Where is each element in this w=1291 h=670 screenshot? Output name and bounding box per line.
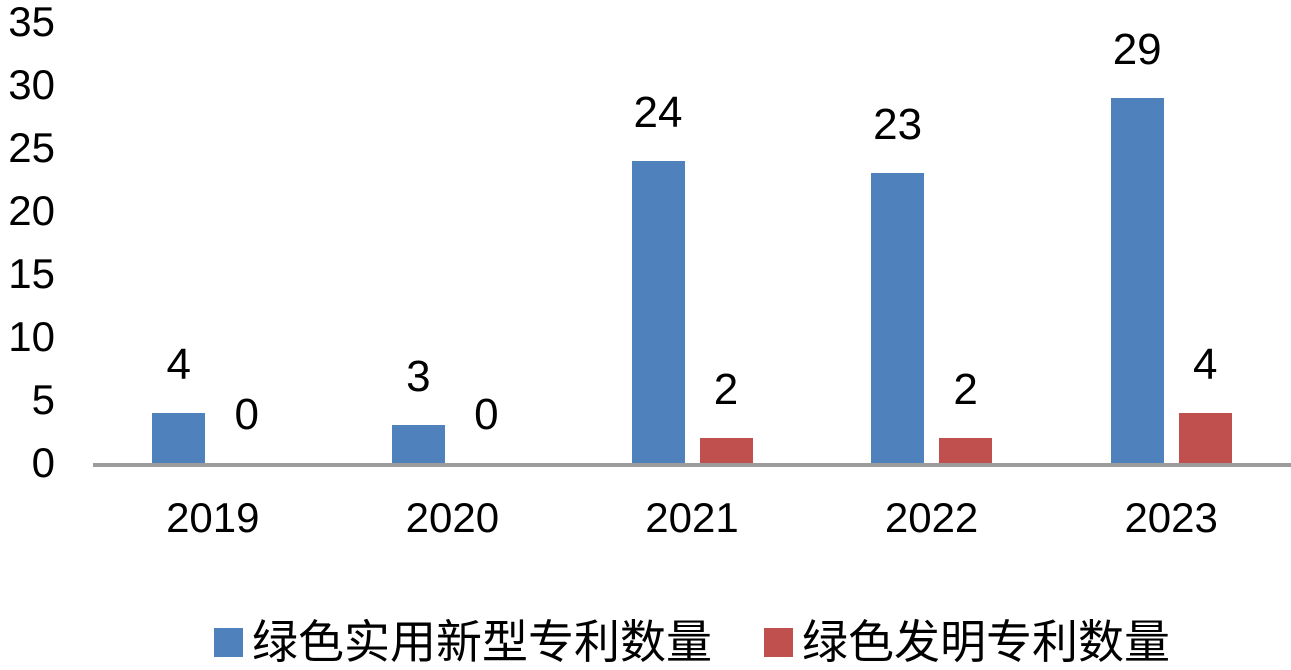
x-axis-labels: 2019 2020 2021 2022 2023 [93,494,1291,542]
y-tick-label: 25 [8,124,55,171]
x-tick-label: 2020 [405,494,500,541]
y-axis-labels: 35 30 25 20 15 10 5 0 [0,0,55,670]
blue-bar-2023 [1110,97,1164,463]
y-tick-label: 5 [31,376,55,423]
legend-label-utility-model: 绿色实用新型专利数量 [252,615,712,668]
y-tick-label: 0 [31,439,55,486]
data-label: 3 [406,352,431,402]
data-label: 23 [873,100,923,150]
data-label: 4 [1192,339,1218,389]
blue-bar-2020 [391,425,445,463]
plot-area: 4 3 24 23 29 0 0 2 2 4 [93,22,1291,467]
data-label: 29 [1112,24,1162,74]
y-tick-label: 20 [8,187,55,234]
red-bar-2022 [939,437,993,463]
y-tick-label: 35 [8,0,55,45]
y-tick-label: 10 [8,313,55,360]
legend-label-invention: 绿色发明专利数量 [802,615,1170,668]
data-label: 2 [713,364,739,414]
x-tick-label: 2021 [645,494,739,541]
data-label: 0 [474,390,499,439]
red-bar-2021 [699,437,753,463]
blue-bar-2019 [152,412,206,463]
x-tick-label: 2023 [1124,494,1218,541]
y-tick-label: 15 [8,250,55,297]
legend-swatch-blue-icon [214,627,243,657]
legend-item-utility-model: 绿色实用新型专利数量 [214,617,712,668]
legend-item-invention: 绿色发明专利数量 [764,617,1170,668]
data-label: 0 [234,390,260,439]
data-label: 2 [953,364,978,414]
data-label: 24 [633,87,683,137]
x-tick-label: 2019 [166,494,260,541]
data-label: 4 [166,339,192,389]
legend-swatch-red-icon [764,627,793,657]
legend: 绿色实用新型专利数量 绿色发明专利数量 [93,614,1291,670]
blue-bar-2022 [871,173,925,463]
red-bar-2023 [1178,412,1232,463]
x-tick-label: 2022 [884,494,979,541]
y-tick-label: 30 [8,61,55,108]
blue-bar-2021 [631,160,685,463]
